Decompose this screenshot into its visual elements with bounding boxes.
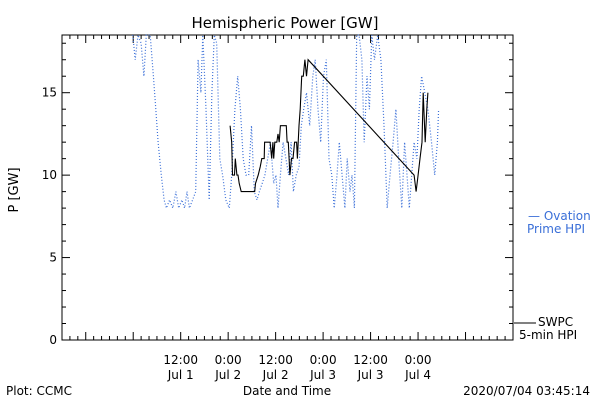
series-swpc-line [229, 58, 429, 193]
y-axis: 0 5 10 15 [42, 42, 513, 347]
y-axis-label: P [GW] [7, 167, 22, 212]
series-ovation-prime-line [132, 34, 440, 211]
x-tick-date-label: Jul 2 [262, 368, 289, 382]
x-tick-date-label: Jul 3 [357, 368, 384, 382]
x-tick-date-label: Jul 3 [309, 368, 336, 382]
y-tick-label: 0 [49, 333, 57, 347]
series-layer [132, 34, 440, 211]
footer-timestamp: 2020/07/04 03:45:14 [463, 384, 590, 398]
legend-swpc-line2: 5-min HPI [519, 328, 577, 342]
chart-title: Hemispheric Power [GW] [192, 14, 379, 32]
x-tick-time-label: 12:00 [258, 353, 293, 367]
legend-ovation-line2: Prime HPI [527, 222, 585, 236]
x-tick-time-label: 0:00 [215, 353, 242, 367]
y-tick-label: 5 [49, 251, 57, 265]
footer-credit: Plot: CCMC [6, 384, 72, 398]
x-tick-time-label: 12:00 [353, 353, 388, 367]
legend-swpc-line1: SWPC [538, 315, 573, 329]
x-tick-time-label: 12:00 [163, 353, 198, 367]
x-tick-time-label: 0:00 [405, 353, 432, 367]
plot-frame [61, 34, 514, 341]
legend-ovation-line1: — Ovation [528, 209, 591, 223]
y-tick-label: 10 [42, 168, 57, 182]
y-tick-label: 15 [42, 86, 57, 100]
x-axis-label: Date and Time [243, 384, 331, 398]
x-tick-date-label: Jul 4 [404, 368, 431, 382]
x-tick-date-label: Jul 1 [167, 368, 194, 382]
x-tick-time-label: 0:00 [310, 353, 337, 367]
x-tick-date-label: Jul 2 [214, 368, 241, 382]
